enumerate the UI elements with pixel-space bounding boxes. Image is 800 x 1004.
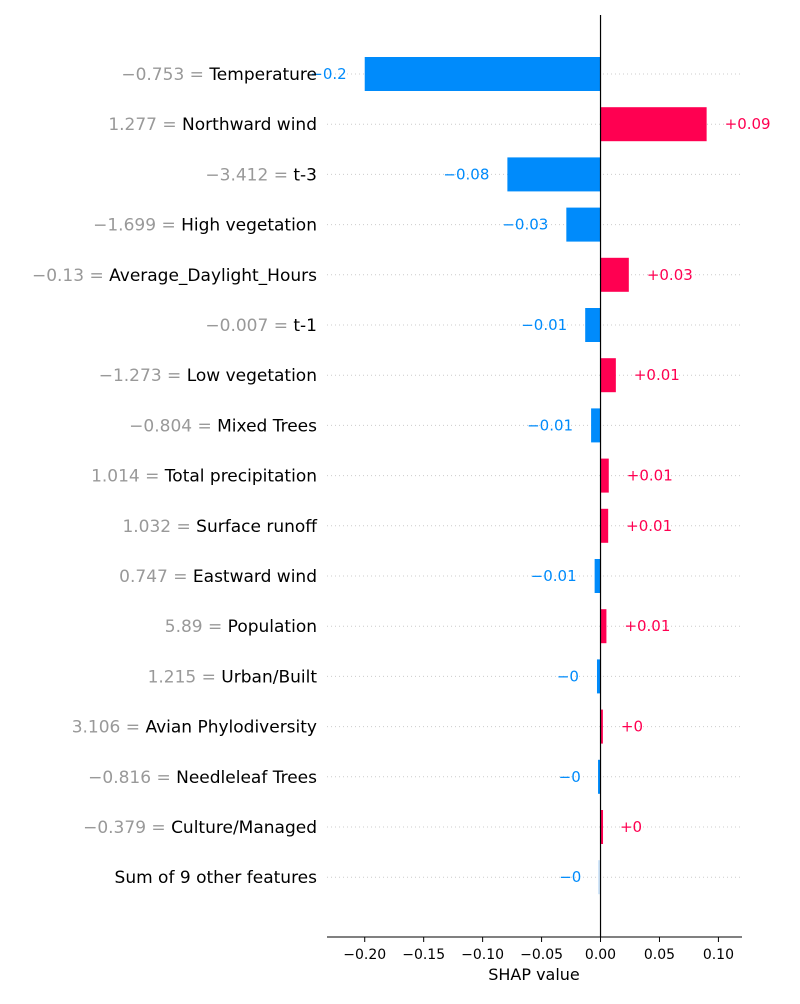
x-tick-label: 0.00 [585, 947, 616, 963]
value-label: −0.01 [521, 316, 567, 334]
feature-name: Urban/Built [221, 667, 317, 687]
bar [600, 609, 607, 644]
feature-label: −0.804 = Mixed Trees [129, 416, 317, 436]
x-tick-label: −0.05 [520, 947, 563, 963]
feature-label: −1.699 = High vegetation [93, 216, 317, 236]
feature-name: Temperature [208, 65, 317, 85]
feature-name: Mixed Trees [217, 416, 317, 436]
feature-label: 3.106 = Avian Phylodiversity [72, 718, 317, 738]
value-label: −0 [559, 868, 581, 886]
feature-value: −0.379 = [83, 818, 171, 838]
feature-value: −3.412 = [205, 165, 293, 185]
feature-label: 5.89 = Population [165, 617, 317, 637]
feature-label: −3.412 = t-3 [205, 165, 317, 185]
value-label: −0.01 [531, 567, 577, 585]
feature-label: −1.273 = Low vegetation [99, 366, 317, 386]
gridlines [327, 73, 742, 878]
bar [585, 308, 601, 342]
bar [600, 458, 609, 493]
feature-name: Surface runoff [196, 517, 318, 537]
feature-label: Sum of 9 other features [115, 868, 318, 888]
feature-value: 1.014 = [91, 467, 165, 487]
feature-value: 1.277 = [108, 115, 182, 135]
feature-label: −0.753 = Temperature [121, 65, 317, 85]
bar [600, 358, 616, 393]
x-axis: SHAP value −0.20 −0.15 −0.10 −0.05 0.00 0.05 0… [327, 936, 742, 984]
bar [364, 57, 601, 91]
bar [600, 810, 604, 844]
feature-name: Average_Daylight_Hours [109, 266, 317, 286]
value-label: +0 [620, 818, 642, 836]
feature-name: High vegetation [181, 216, 317, 236]
feature-name: Culture/Managed [171, 818, 317, 838]
feature-value: −0.007 = [205, 316, 293, 336]
feature-value: −0.753 = [121, 65, 209, 85]
bar [596, 659, 601, 694]
feature-label: −0.379 = Culture/Managed [83, 818, 317, 838]
value-label: +0.09 [725, 115, 771, 133]
x-tick-label: 0.05 [644, 947, 675, 963]
feature-value: −1.699 = [93, 216, 181, 236]
x-axis-title: SHAP value [488, 965, 580, 984]
feature-value: −0.804 = [129, 416, 217, 436]
feature-name: Total precipitation [164, 467, 317, 487]
feature-name: Northward wind [182, 115, 317, 135]
bar [600, 709, 603, 744]
feature-label: 1.215 = Urban/Built [148, 667, 318, 687]
bar [507, 157, 601, 192]
value-label: +0.03 [647, 266, 693, 284]
feature-name: Low vegetation [187, 366, 317, 386]
value-label: −0.03 [502, 216, 548, 234]
value-label: −0.01 [527, 416, 573, 434]
feature-label: 1.032 = Surface runoff [122, 517, 318, 537]
feature-label: 1.277 = Northward wind [108, 115, 317, 135]
feature-name: t-1 [293, 316, 317, 336]
bar [598, 860, 601, 895]
feature-value: −1.273 = [99, 366, 187, 386]
feature-name: Needleleaf Trees [176, 768, 317, 788]
value-label: −0 [557, 667, 579, 685]
bar [566, 207, 601, 242]
x-tick-label: −0.10 [461, 947, 504, 963]
value-label: −0 [559, 768, 581, 786]
bar [598, 759, 601, 794]
x-tick-label: −0.15 [402, 947, 445, 963]
value-label: −0.2 [310, 65, 346, 83]
feature-name: Population [228, 617, 317, 637]
value-labels: −0.2 +0.09 −0.08 −0.03 +0.03 −0.01 +0.01 −0.01 +… [310, 65, 770, 886]
feature-value: 1.032 = [122, 517, 196, 537]
value-label: +0.01 [627, 467, 673, 485]
feature-value: 3.106 = [72, 718, 146, 738]
feature-value: 5.89 = [165, 617, 228, 637]
bars [364, 57, 707, 895]
bar [594, 559, 601, 593]
value-label: +0.01 [624, 617, 670, 635]
feature-value: 0.747 = [119, 567, 193, 587]
feature-labels: −0.753 = Temperature 1.277 = Northward wi… [32, 65, 318, 888]
x-tick-label: 0.10 [703, 947, 734, 963]
bar [591, 408, 601, 443]
bar [600, 257, 629, 292]
feature-name: t-3 [293, 165, 317, 185]
bar [600, 508, 609, 543]
feature-value: 1.215 = [148, 667, 222, 687]
feature-label: −0.007 = t-1 [205, 316, 317, 336]
bar [600, 107, 707, 142]
value-label: +0 [621, 718, 643, 736]
value-label: +0.01 [626, 517, 672, 535]
value-label: +0.01 [634, 366, 680, 384]
feature-name: Sum of 9 other features [115, 868, 318, 888]
feature-label: 1.014 = Total precipitation [91, 467, 317, 487]
feature-label: 0.747 = Eastward wind [119, 567, 317, 587]
feature-value: −0.13 = [32, 266, 109, 286]
feature-label: −0.13 = Average_Daylight_Hours [32, 266, 317, 286]
value-label: −0.08 [443, 165, 489, 183]
feature-value: −0.816 = [88, 768, 176, 788]
feature-name: Eastward wind [193, 567, 317, 587]
feature-name: Avian Phylodiversity [145, 718, 317, 738]
x-tick-label: −0.20 [343, 947, 386, 963]
feature-label: −0.816 = Needleleaf Trees [88, 768, 317, 788]
